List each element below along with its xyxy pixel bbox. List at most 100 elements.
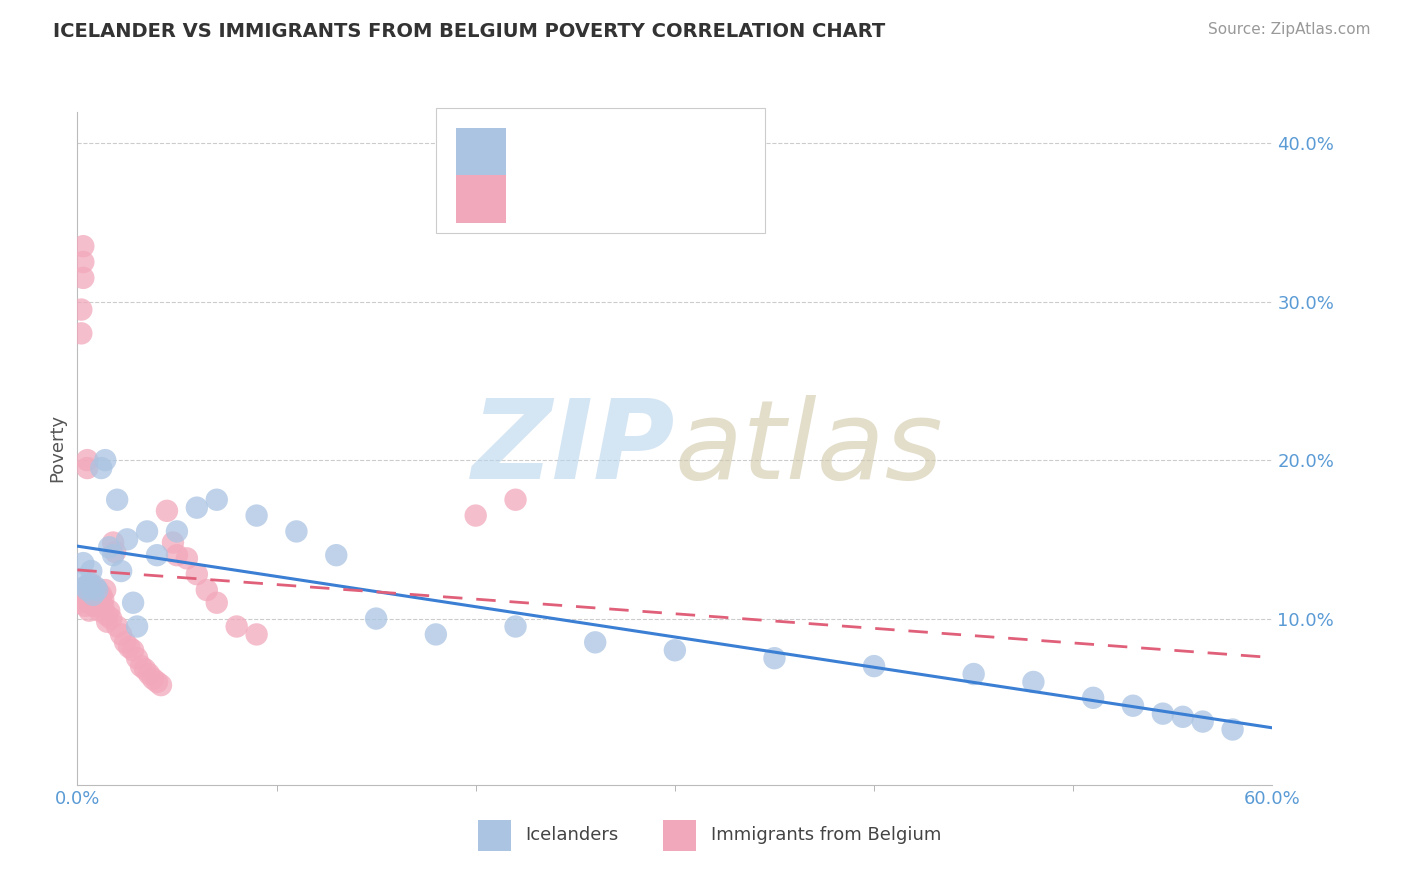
Point bbox=[82, 592, 104, 607]
Point bbox=[285, 524, 308, 539]
Point bbox=[89, 588, 111, 602]
Point bbox=[72, 556, 94, 570]
Point bbox=[863, 659, 886, 673]
Point bbox=[79, 596, 101, 610]
Point bbox=[96, 615, 118, 629]
Text: -0.385: -0.385 bbox=[576, 143, 634, 161]
Point bbox=[70, 326, 93, 341]
Point bbox=[150, 678, 173, 692]
Point bbox=[86, 582, 108, 597]
Text: atlas: atlas bbox=[675, 395, 943, 501]
Point bbox=[98, 541, 121, 555]
Point bbox=[100, 611, 122, 625]
Point bbox=[80, 576, 103, 591]
Point bbox=[94, 453, 117, 467]
Text: N =: N = bbox=[675, 143, 714, 161]
Point bbox=[82, 588, 104, 602]
Point bbox=[1022, 675, 1045, 690]
Point bbox=[205, 492, 228, 507]
Point bbox=[127, 619, 149, 633]
Point bbox=[72, 271, 94, 285]
Point bbox=[94, 582, 117, 597]
Point bbox=[75, 580, 97, 594]
Point bbox=[75, 599, 97, 613]
Point bbox=[129, 659, 152, 673]
Point bbox=[162, 535, 184, 549]
Point bbox=[127, 651, 149, 665]
Point bbox=[134, 662, 156, 676]
Point bbox=[186, 567, 208, 582]
Point bbox=[72, 255, 94, 269]
Text: Icelanders: Icelanders bbox=[526, 827, 619, 845]
Bar bbox=[456, 176, 506, 223]
Text: ZIP: ZIP bbox=[471, 395, 675, 501]
Point bbox=[86, 599, 108, 613]
Text: 0.050: 0.050 bbox=[576, 190, 628, 208]
Point bbox=[90, 596, 112, 610]
Point bbox=[110, 627, 132, 641]
Point bbox=[84, 582, 107, 597]
Point bbox=[664, 643, 686, 657]
Point bbox=[325, 548, 347, 562]
Point bbox=[84, 588, 107, 602]
Point bbox=[70, 572, 93, 586]
Point bbox=[122, 596, 145, 610]
Text: Immigrants from Belgium: Immigrants from Belgium bbox=[711, 827, 941, 845]
Point bbox=[114, 635, 136, 649]
Text: 62: 62 bbox=[733, 190, 755, 208]
Point bbox=[90, 588, 112, 602]
Point bbox=[75, 588, 97, 602]
Point bbox=[1222, 723, 1244, 737]
Point bbox=[76, 453, 98, 467]
Point bbox=[90, 461, 112, 475]
Text: 41: 41 bbox=[733, 143, 755, 161]
Point bbox=[76, 588, 98, 602]
Point bbox=[122, 643, 145, 657]
Point bbox=[1083, 690, 1105, 705]
FancyBboxPatch shape bbox=[436, 108, 765, 233]
Point bbox=[103, 548, 124, 562]
Point bbox=[104, 545, 127, 559]
Point bbox=[505, 492, 527, 507]
Point bbox=[79, 576, 101, 591]
Point bbox=[1122, 698, 1144, 713]
Point bbox=[166, 548, 188, 562]
Point bbox=[96, 608, 118, 623]
Point bbox=[195, 582, 218, 597]
Point bbox=[80, 564, 103, 578]
Point bbox=[146, 548, 169, 562]
Point bbox=[464, 508, 486, 523]
Point bbox=[91, 592, 114, 607]
Text: R =: R = bbox=[520, 143, 558, 161]
Point bbox=[80, 592, 103, 607]
Bar bbox=[664, 821, 696, 851]
Point bbox=[425, 627, 447, 641]
Point bbox=[105, 619, 128, 633]
Point bbox=[115, 533, 138, 547]
Point bbox=[79, 582, 101, 597]
Point bbox=[79, 604, 101, 618]
Point bbox=[963, 667, 986, 681]
Y-axis label: Poverty: Poverty bbox=[48, 414, 66, 483]
Point bbox=[1171, 710, 1194, 724]
Bar bbox=[456, 128, 506, 176]
Point bbox=[156, 504, 179, 518]
Point bbox=[76, 461, 98, 475]
Point bbox=[1152, 706, 1174, 721]
Point bbox=[118, 640, 141, 654]
Point bbox=[86, 582, 108, 597]
Point bbox=[80, 588, 103, 602]
Bar bbox=[478, 821, 512, 851]
Point bbox=[82, 599, 104, 613]
Text: N =: N = bbox=[675, 190, 714, 208]
Point bbox=[186, 500, 208, 515]
Point bbox=[91, 599, 114, 613]
Point bbox=[583, 635, 606, 649]
Point bbox=[366, 611, 388, 625]
Point bbox=[246, 627, 269, 641]
Point bbox=[110, 564, 132, 578]
Point bbox=[98, 604, 121, 618]
Point bbox=[76, 582, 98, 597]
Point bbox=[72, 239, 94, 253]
Point bbox=[75, 580, 97, 594]
